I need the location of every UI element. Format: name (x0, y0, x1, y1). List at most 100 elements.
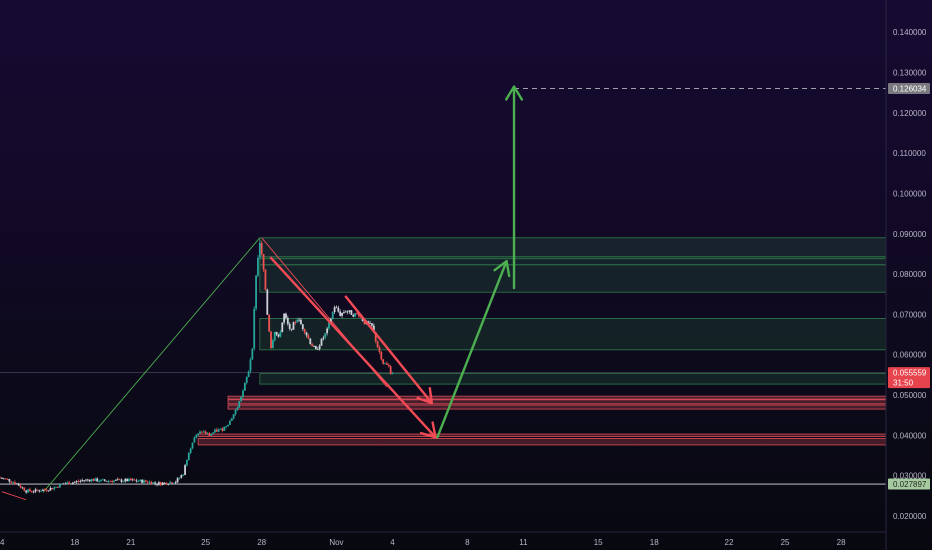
candle (2, 477, 5, 480)
candle-body (163, 482, 166, 484)
candle-body (113, 480, 115, 483)
x-tick-label: 18 (650, 538, 659, 547)
candle (111, 479, 114, 484)
candle-body (139, 479, 142, 482)
candle (348, 310, 351, 315)
candle (70, 483, 72, 485)
x-tick-label: 14 (0, 538, 5, 547)
y-tick-label: 0.030000 (893, 472, 927, 481)
candle (193, 436, 196, 443)
candle-body (51, 487, 54, 490)
candle-body (270, 331, 272, 349)
candle (264, 269, 267, 292)
candle-body (221, 428, 224, 431)
y-tick-label: 0.090000 (893, 230, 927, 239)
y-tick-label: 0.060000 (893, 351, 927, 360)
candle-body (229, 420, 231, 425)
candle-body (30, 491, 33, 492)
candle-body (40, 490, 43, 492)
candle (66, 481, 69, 485)
candle-body (343, 312, 345, 313)
candle (96, 477, 99, 482)
candle (249, 357, 252, 374)
candle (42, 488, 44, 492)
candle-body (159, 482, 162, 485)
candle (165, 482, 168, 485)
candle-body (322, 337, 325, 339)
candle-body (328, 322, 330, 329)
x-tick-label: 18 (70, 538, 79, 547)
support-zone (227, 404, 887, 410)
candle (116, 477, 119, 481)
candle-body (14, 482, 16, 484)
candle-body (372, 325, 375, 333)
candle (49, 486, 52, 491)
candle (169, 480, 171, 485)
candle-body (376, 341, 379, 348)
green-arrow-target-head (504, 85, 524, 101)
candle-body (182, 474, 185, 476)
candle (313, 345, 315, 348)
candle (189, 447, 192, 455)
green-arrow-up-head (493, 259, 511, 278)
red-arrow-down-1-shaft (344, 295, 433, 405)
candle-body (118, 479, 121, 481)
candle-body (0, 478, 3, 479)
candle (236, 406, 239, 412)
candle (346, 310, 349, 315)
candle (376, 340, 379, 349)
candle-body (122, 481, 125, 483)
candle (6, 478, 9, 481)
candle-body (4, 478, 7, 480)
low-mark-line (1, 491, 27, 501)
candle (68, 480, 71, 485)
candle-body (100, 479, 102, 482)
candle (212, 432, 214, 435)
green-arrow-target (504, 85, 524, 290)
candle-body (126, 479, 129, 482)
support-zone (227, 395, 887, 400)
candle-body (105, 480, 108, 482)
candle (314, 345, 317, 350)
candle-body (333, 307, 336, 313)
candle-body (98, 481, 100, 483)
base-price-badge-text: 0.027897 (893, 480, 927, 489)
candle (172, 482, 175, 484)
candle-body (378, 347, 381, 352)
candle (182, 473, 185, 476)
candle (316, 347, 319, 350)
x-tick-label: 28 (837, 538, 846, 547)
candle (47, 490, 50, 492)
candle-body (281, 322, 284, 333)
price-axis[interactable]: 0.020000 0.030000 0.040000 0.050000 0.060000… (885, 0, 927, 550)
candle-body (320, 338, 323, 346)
candle (266, 288, 269, 316)
candle-body (253, 308, 256, 349)
candle (58, 484, 61, 488)
candle (230, 417, 233, 422)
candle (273, 331, 276, 342)
candle-body (371, 323, 373, 326)
candle-body (195, 434, 198, 438)
candle-body (210, 434, 213, 436)
candle-body (174, 482, 177, 484)
candle (326, 326, 329, 336)
candle-body (369, 323, 372, 325)
time-axis[interactable]: 14 18 21 25 28 Nov 4 8 11 15 18 22 25 28 (0, 531, 886, 547)
candle (199, 429, 201, 434)
candle (94, 477, 97, 481)
candle-body (29, 489, 31, 492)
candle-body (380, 351, 383, 360)
candle (118, 478, 121, 481)
candle-body (382, 359, 385, 364)
candle-body (200, 431, 203, 433)
candle-body (49, 487, 52, 491)
candle (298, 317, 300, 322)
candle-body (66, 482, 69, 484)
candle-body (73, 481, 76, 483)
candle (344, 310, 347, 313)
candle (288, 322, 291, 331)
candle-body (225, 426, 228, 428)
candle-body (15, 483, 18, 485)
